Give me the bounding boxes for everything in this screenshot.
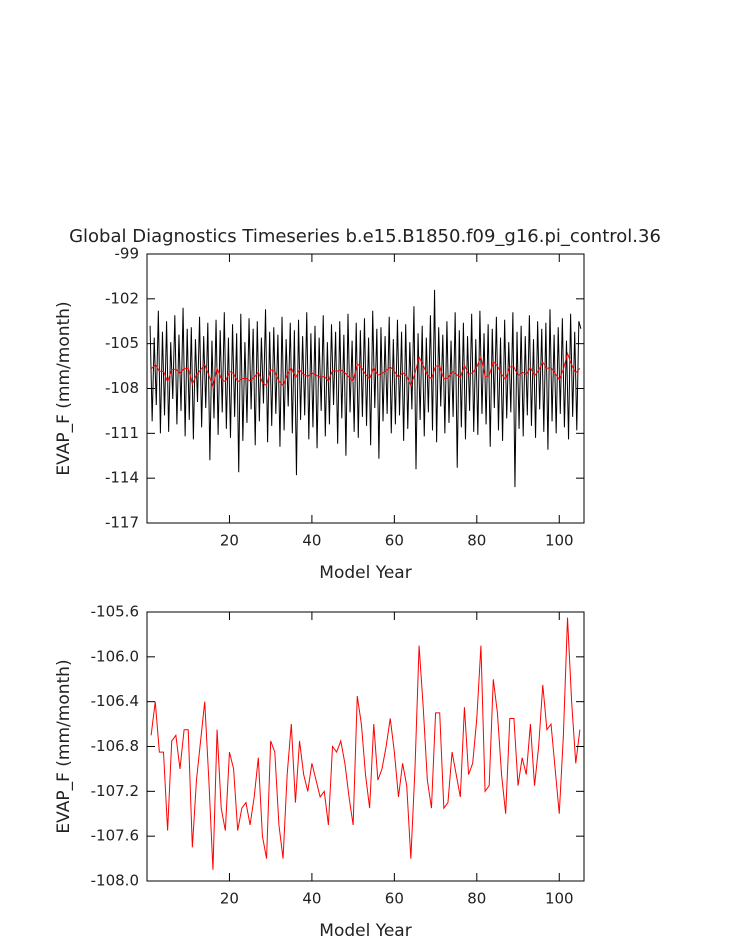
x-tick-label: 60 xyxy=(385,532,404,550)
x-tick-label: 80 xyxy=(467,532,486,550)
y-tick-label: -117 xyxy=(105,514,139,532)
data-line xyxy=(150,617,581,870)
y-tick-label: -99 xyxy=(115,245,140,263)
x-tick-label: 20 xyxy=(220,890,239,908)
y-tick-label: -111 xyxy=(105,424,139,442)
plot-frame xyxy=(146,611,585,882)
y-tick-label: -106.0 xyxy=(91,647,139,665)
y-tick-label: -107.6 xyxy=(91,827,139,845)
x-axis-label: Model Year xyxy=(319,921,411,941)
x-tick-label: 20 xyxy=(220,532,239,550)
chart-title: Global Diagnostics Timeseries b.e15.B185… xyxy=(69,226,661,247)
y-tick-label: -108.0 xyxy=(91,872,139,890)
data-line xyxy=(150,351,581,389)
y-tick-label: -106.4 xyxy=(91,692,139,710)
y-axis-label: EVAP_F (mm/month) xyxy=(54,301,74,475)
y-tick-label: -102 xyxy=(105,289,139,307)
x-tick-label: 40 xyxy=(302,532,321,550)
x-axis-label: Model Year xyxy=(319,563,411,583)
x-tick-label: 100 xyxy=(545,890,574,908)
x-tick-label: 40 xyxy=(302,890,321,908)
y-tick-label: -108 xyxy=(105,379,139,397)
y-tick-label: -106.8 xyxy=(91,737,139,755)
x-tick-label: 100 xyxy=(545,532,574,550)
y-tick-label: -105.6 xyxy=(91,603,139,621)
y-tick-label: -107.2 xyxy=(91,782,139,800)
y-tick-label: -105 xyxy=(105,334,139,352)
x-tick-label: 80 xyxy=(467,890,486,908)
y-axis-label: EVAP_F (mm/month) xyxy=(54,659,74,833)
y-tick-label: -114 xyxy=(105,469,139,487)
x-tick-label: 60 xyxy=(385,890,404,908)
data-line xyxy=(149,289,582,488)
